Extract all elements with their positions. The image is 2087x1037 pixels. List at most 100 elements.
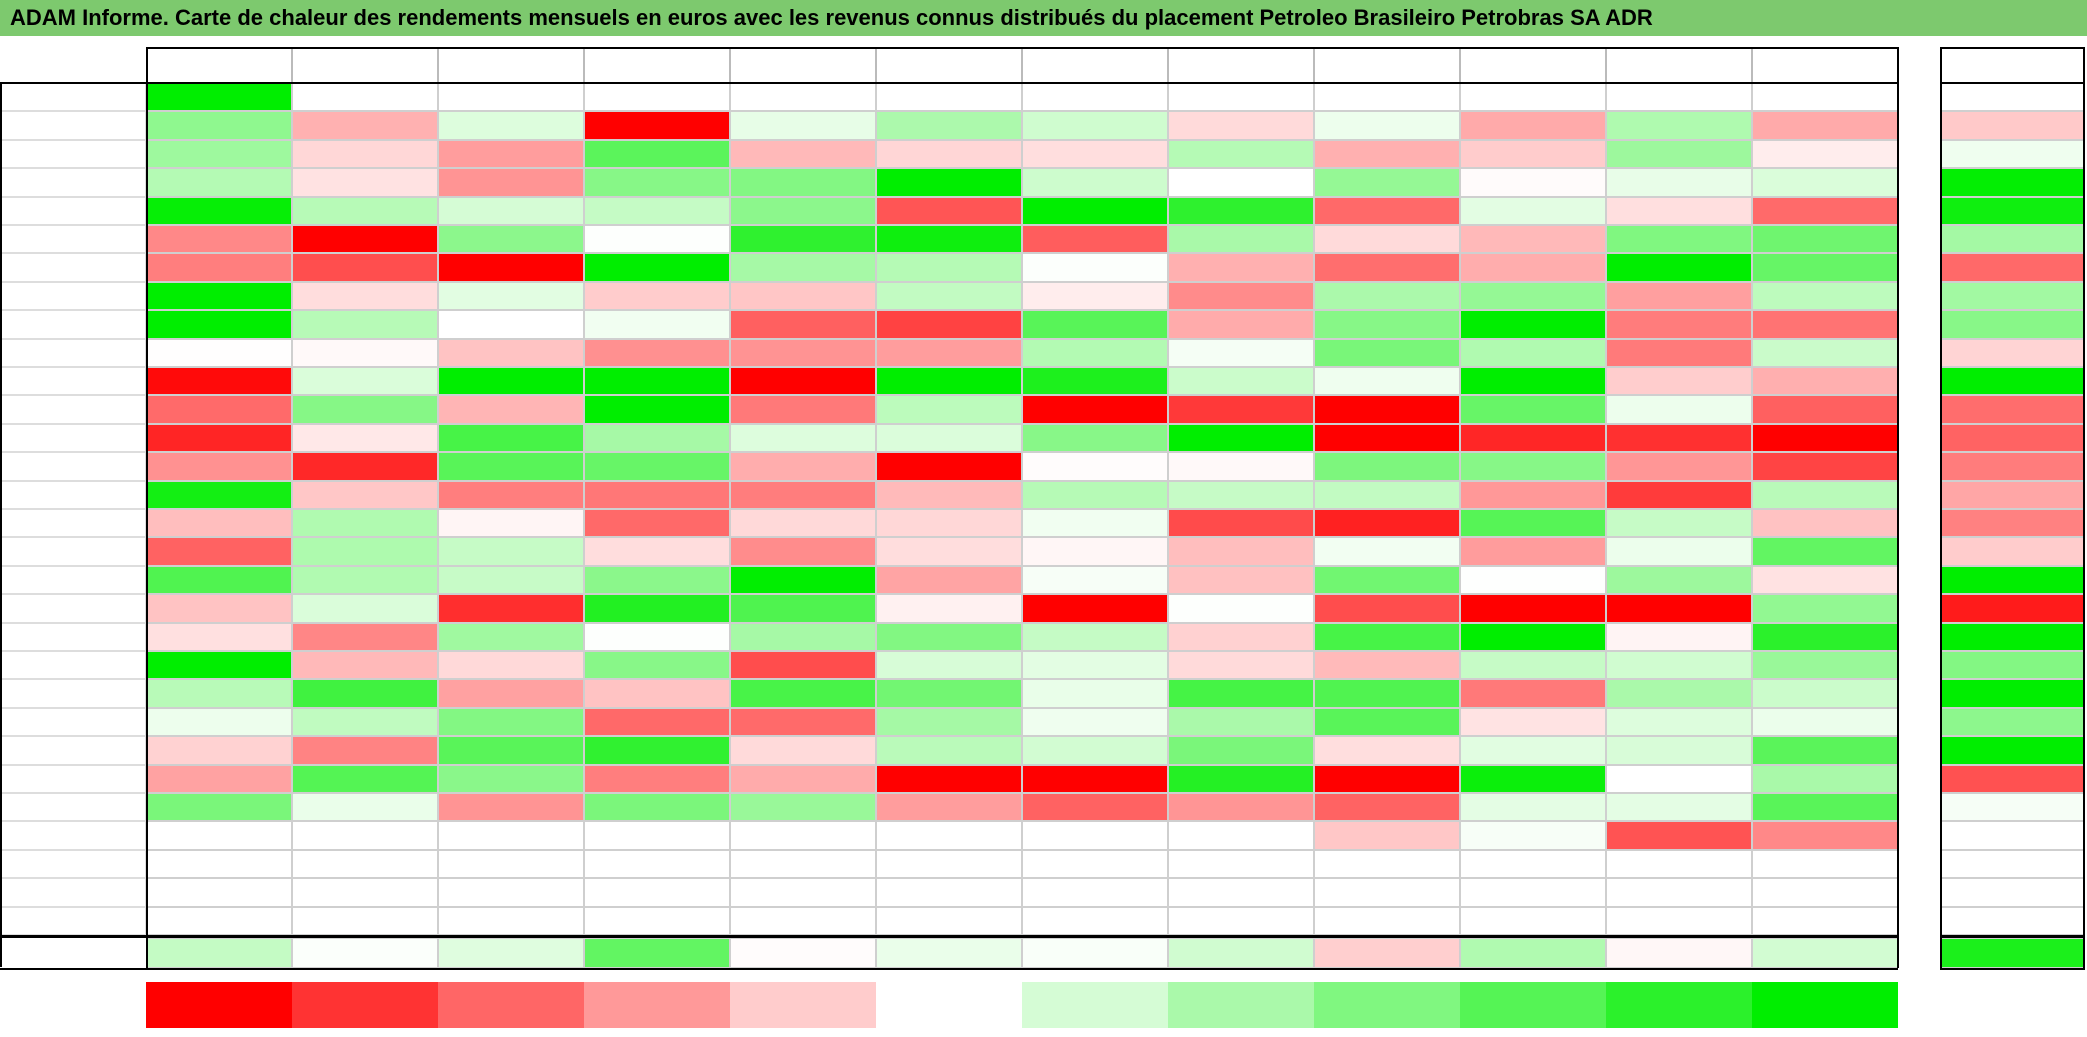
heatmap-cell [1314,736,1460,765]
heatmap-cell [584,423,730,453]
heatmap-cell [1168,310,1314,339]
heatmap-cell [1460,452,1606,481]
average-cell [1168,938,1314,968]
year-left-border [0,82,2,967]
year-label [0,168,146,197]
year-label [0,367,146,396]
color-scale-swatch [292,982,438,1028]
heatmap-cell [292,225,438,254]
heatmap-cell [730,338,876,367]
heatmap-cell [1314,452,1460,481]
annual-cell [1940,423,2085,453]
heatmap-cell [1022,338,1168,367]
annual-cell [1940,537,2085,566]
heatmap-cell [1022,281,1168,311]
heatmap-cell [1022,849,1168,879]
average-cell [292,938,438,968]
color-scale-swatch [438,982,584,1028]
heatmap-cell [730,707,876,737]
heatmap-cell [438,196,584,225]
year-label [0,849,146,879]
heatmap-cell [730,906,876,935]
month-header [730,47,876,83]
heatmap-cell [1022,764,1168,793]
annual-header-bottom-border [1940,82,2085,84]
heatmap-cell [146,736,292,765]
heatmap-cell [1752,168,1898,197]
heatmap-cell [146,111,292,140]
year-label [0,821,146,850]
annual-cell [1940,878,2085,907]
heatmap-cell [1314,168,1460,197]
heatmap-cell [1752,878,1898,907]
heatmap-cell [438,139,584,169]
month-header [292,47,438,83]
heatmap-cell [146,651,292,680]
year-label [0,139,146,169]
heatmap-cell [292,594,438,623]
year-label [0,679,146,708]
heatmap-cell [730,480,876,509]
heatmap-cell [1022,83,1168,112]
heatmap-cell [1314,423,1460,453]
heatmap-cell [1314,679,1460,708]
heatmap-cell [876,281,1022,311]
year-label [0,707,146,737]
heatmap-cell [146,196,292,225]
heatmap-cell [730,367,876,396]
heatmap-cell [730,281,876,311]
annual-cell [1940,480,2085,509]
heatmap-cell [584,83,730,112]
heatmap-cell [146,338,292,367]
heatmap-cell [730,679,876,708]
month-header [1752,47,1898,83]
heatmap-cell [730,139,876,169]
heatmap-cell [876,480,1022,509]
heatmap-cell [1460,565,1606,595]
heatmap-cell [1460,537,1606,566]
heatmap-cell [1022,225,1168,254]
annual-cell [1940,906,2085,935]
heatmap-cell [146,793,292,822]
heatmap-cell [1168,849,1314,879]
heatmap-cell [1314,509,1460,538]
heatmap-cell [1606,707,1752,737]
heatmap-cell [1460,338,1606,367]
heatmap-cell [1314,83,1460,112]
year-label [0,878,146,907]
heatmap-cell [876,168,1022,197]
heatmap-cell [1460,423,1606,453]
heatmap-cell [1752,707,1898,737]
heatmap-cell [146,622,292,651]
heatmap-cell [292,452,438,481]
heatmap-cell [438,821,584,850]
heatmap-cell [1314,707,1460,737]
heatmap-cell [584,111,730,140]
annual-cell [1940,168,2085,197]
page-title: ADAM Informe. Carte de chaleur des rende… [0,0,2087,36]
heatmap-cell [146,395,292,424]
heatmap-cell [584,594,730,623]
heatmap-cell [438,111,584,140]
month-header [1022,47,1168,83]
heatmap-cell [146,253,292,282]
heatmap-cell [1168,793,1314,822]
heatmap-cell [1314,139,1460,169]
heatmap-cell [1168,83,1314,112]
heatmap-cell [146,537,292,566]
heatmap-cell [146,367,292,396]
heatmap-cell [438,281,584,311]
heatmap-cell [146,707,292,737]
heatmap-cell [1606,395,1752,424]
heatmap-cell [1460,651,1606,680]
heatmap-cell [1460,168,1606,197]
average-cell [730,938,876,968]
heatmap-cell [1168,253,1314,282]
heatmap-cell [1460,594,1606,623]
heatmap-cell [146,764,292,793]
heatmap-cell [1022,423,1168,453]
heatmap-cell [1168,821,1314,850]
color-scale-swatch [146,982,292,1028]
heatmap-cell [1606,537,1752,566]
heatmap-cell [1460,679,1606,708]
